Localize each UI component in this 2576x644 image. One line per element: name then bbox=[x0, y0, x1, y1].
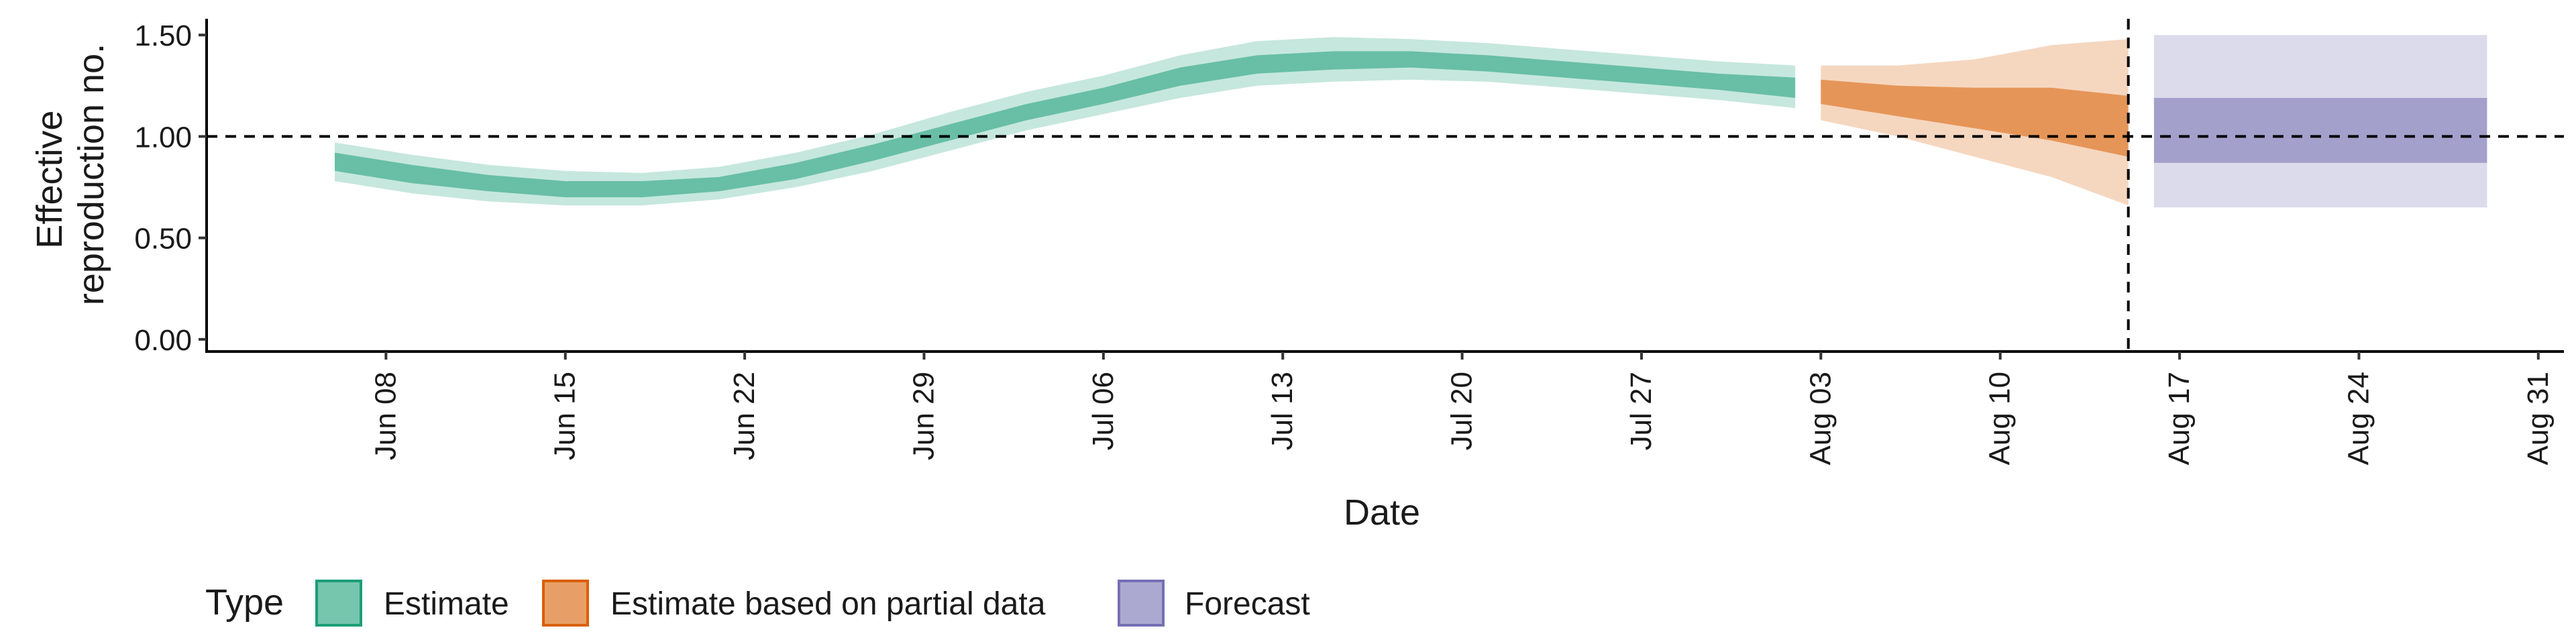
bands-layer bbox=[335, 35, 2487, 208]
x-tick-label: Jul 13 bbox=[1266, 372, 1299, 450]
estimate-inner-band bbox=[335, 51, 1796, 198]
forecast-inner-band bbox=[2153, 98, 2487, 163]
x-tick-label: Jun 22 bbox=[728, 372, 761, 460]
tick-labels: 0.00 0.50 1.00 1.50 Jun 08 Jun 15 Jun 22 Jun 29… bbox=[134, 19, 2554, 465]
legend-title: Type bbox=[205, 582, 284, 623]
y-tick-label: 0.00 bbox=[134, 324, 192, 357]
x-tick-label: Jun 29 bbox=[907, 372, 940, 460]
legend-label-estimate-based-on-partial-data: Estimate based on partial data bbox=[610, 586, 1046, 622]
y-axis-title: Effective reproduction no. bbox=[30, 44, 111, 305]
y-axis-title-line-2: reproduction no. bbox=[71, 44, 111, 305]
legend: Type Estimate Estimate based on partial d… bbox=[205, 580, 1310, 627]
y-tick-label: 1.00 bbox=[134, 121, 192, 154]
legend-key-forecast bbox=[1118, 580, 1165, 627]
y-tick-label: 0.50 bbox=[134, 223, 192, 256]
x-tick-label: Jul 27 bbox=[1625, 372, 1658, 450]
legend-label-estimate: Estimate bbox=[384, 586, 509, 622]
x-tick-label: Jul 06 bbox=[1087, 372, 1120, 450]
x-tick-label: Aug 24 bbox=[2342, 372, 2375, 465]
y-tick-label: 1.50 bbox=[134, 19, 192, 52]
x-tick-label: Jul 20 bbox=[1446, 372, 1479, 450]
x-tick-label: Aug 31 bbox=[2522, 372, 2555, 465]
estimate-outer-band bbox=[335, 37, 1796, 206]
x-axis-title: Date bbox=[1344, 492, 1420, 533]
legend-label-forecast: Forecast bbox=[1185, 586, 1310, 622]
axes bbox=[199, 19, 2564, 360]
y-axis-title-line-1: Effective bbox=[30, 110, 70, 248]
x-tick-label: Aug 03 bbox=[1804, 372, 1837, 465]
x-tick-label: Aug 17 bbox=[2163, 372, 2196, 465]
legend-key-estimate bbox=[315, 580, 362, 627]
x-tick-label: Aug 10 bbox=[1984, 372, 2017, 465]
x-tick-label: Jun 08 bbox=[369, 372, 402, 460]
x-tick-label: Jun 15 bbox=[549, 372, 582, 460]
legend-key-estimate-based-on-partial-data bbox=[542, 580, 589, 627]
